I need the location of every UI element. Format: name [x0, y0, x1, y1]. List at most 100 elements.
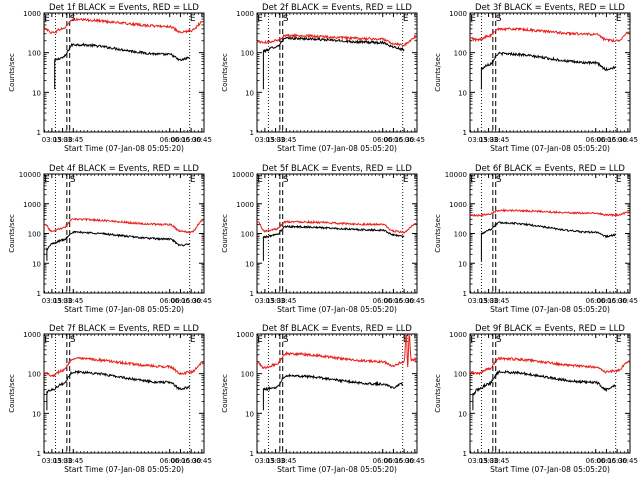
- panel-title: Det 4f BLACK = Events, RED = LLD: [49, 164, 199, 174]
- y-tick-label: 1000: [236, 331, 254, 339]
- x-tick-label: 06:45: [618, 297, 638, 305]
- x-tick-label: 03:45: [63, 457, 83, 465]
- y-tick-label: 100: [454, 371, 467, 379]
- x-tick-label: 03:30: [52, 457, 72, 465]
- x-tick-label: 06:00: [373, 457, 393, 465]
- x-tick-label: 06:00: [373, 297, 393, 305]
- x-axis-label: Start Time (07-Jan-08 05:05:20): [64, 305, 184, 314]
- panel-title: Det 2f BLACK = Events, RED = LLD: [262, 3, 412, 13]
- x-tick-label: 06:00: [160, 136, 180, 144]
- panel-det-7f: Det 7f BLACK = Events, RED = LLD 1 10 100 10…: [8, 324, 212, 474]
- x-tick-label: 03:45: [63, 136, 83, 144]
- x-tick-label: 06:30: [181, 457, 201, 465]
- y-tick-label: 1000: [449, 10, 467, 18]
- y-axis-label: Counts/sec: [221, 214, 229, 253]
- y-tick-label: 1000: [236, 10, 254, 18]
- plot-frame: [43, 12, 205, 133]
- y-tick-label: 1000: [23, 331, 41, 339]
- x-tick-label: 03:15: [42, 297, 62, 305]
- y-tick-label: 10: [32, 89, 41, 97]
- panel-title: Det 1f BLACK = Events, RED = LLD: [49, 3, 199, 13]
- y-tick-label: 1: [37, 129, 41, 137]
- series-line-events: [262, 373, 404, 411]
- event-marker-label: S: [496, 335, 502, 345]
- y-tick-label: 10000: [232, 171, 254, 179]
- series-line-events: [480, 221, 617, 261]
- y-tick-label: 100: [454, 50, 467, 58]
- x-tick-label: 03:45: [276, 297, 296, 305]
- y-tick-label: 100: [241, 231, 254, 239]
- y-tick-label: 10: [32, 260, 41, 268]
- x-tick-label: 06:15: [383, 457, 403, 465]
- event-marker-label: E: [44, 335, 50, 345]
- event-marker-label: E: [470, 335, 476, 345]
- x-tick-label: 03:30: [478, 136, 498, 144]
- x-tick-label: 03:30: [265, 136, 285, 144]
- x-tick-label: 06:15: [170, 297, 190, 305]
- x-tick-label: 03:45: [276, 136, 296, 144]
- y-tick-label: 1: [250, 290, 254, 298]
- event-marker-label: E: [616, 335, 622, 345]
- x-tick-label: 06:45: [405, 297, 425, 305]
- series-line-lld: [470, 26, 630, 43]
- series-line-lld: [256, 33, 417, 47]
- panel-det-9f: Det 9f BLACK = Events, RED = LLD 1 10 100 10…: [434, 324, 638, 474]
- y-tick-label: 10: [245, 260, 254, 268]
- y-tick-label: 10: [458, 260, 467, 268]
- y-tick-label: 1000: [236, 201, 254, 209]
- event-marker-label: E: [190, 14, 196, 24]
- x-axis-label: Start Time (07-Jan-08 05:05:20): [490, 305, 610, 314]
- panel-det-4f: Det 4f BLACK = Events, RED = LLD 1 10 100 10…: [8, 164, 212, 314]
- x-tick-label: 06:30: [607, 457, 627, 465]
- x-tick-label: 06:45: [618, 136, 638, 144]
- x-axis-label: Start Time (07-Jan-08 05:05:20): [277, 144, 397, 153]
- x-axis-label: Start Time (07-Jan-08 05:05:20): [64, 465, 184, 474]
- y-tick-label: 100: [28, 371, 41, 379]
- y-tick-label: 100: [241, 371, 254, 379]
- y-tick-label: 1: [37, 290, 41, 298]
- panel-title: Det 5f BLACK = Events, RED = LLD: [262, 164, 412, 174]
- x-tick-label: 06:30: [181, 297, 201, 305]
- x-tick-label: 03:15: [42, 136, 62, 144]
- x-tick-label: 06:30: [607, 136, 627, 144]
- y-tick-label: 100: [28, 50, 41, 58]
- x-tick-label: 06:30: [181, 136, 201, 144]
- series-line-events: [46, 230, 191, 261]
- y-tick-label: 10: [458, 89, 467, 97]
- x-tick-label: 06:00: [586, 136, 606, 144]
- event-marker-label: E: [403, 175, 409, 185]
- y-tick-label: 1: [250, 129, 254, 137]
- y-axis-label: Counts/sec: [8, 53, 16, 92]
- event-marker-label: E: [403, 14, 409, 24]
- x-tick-label: 06:00: [586, 457, 606, 465]
- y-tick-label: 1000: [449, 331, 467, 339]
- x-tick-label: 03:45: [276, 457, 296, 465]
- y-tick-label: 1: [250, 450, 254, 458]
- x-tick-label: 06:15: [596, 297, 616, 305]
- series-line-lld: [43, 356, 204, 378]
- x-tick-label: 06:45: [192, 136, 212, 144]
- x-tick-label: 03:30: [265, 457, 285, 465]
- x-tick-label: 06:30: [607, 297, 627, 305]
- panel-det-2f: Det 2f BLACK = Events, RED = LLD 1 10 100 10…: [221, 3, 425, 153]
- plot-frame: [469, 173, 631, 294]
- x-tick-label: 06:30: [394, 297, 414, 305]
- y-axis-label: Counts/sec: [434, 53, 442, 92]
- event-marker-label: S: [70, 335, 76, 345]
- y-tick-label: 100: [454, 231, 467, 239]
- event-marker-label: E: [470, 14, 476, 24]
- plot-frame: [256, 333, 418, 454]
- y-tick-label: 1: [463, 290, 467, 298]
- y-axis-label: Counts/sec: [434, 214, 442, 253]
- event-marker-label: S: [283, 14, 289, 24]
- event-marker-label: E: [257, 175, 263, 185]
- x-tick-label: 06:15: [170, 136, 190, 144]
- event-marker-label: E: [257, 335, 263, 345]
- x-tick-label: 03:45: [63, 297, 83, 305]
- x-axis-label: Start Time (07-Jan-08 05:05:20): [277, 305, 397, 314]
- y-tick-label: 1: [463, 129, 467, 137]
- y-tick-label: 10: [32, 410, 41, 418]
- event-marker-label: S: [283, 175, 289, 185]
- y-tick-label: 1000: [23, 201, 41, 209]
